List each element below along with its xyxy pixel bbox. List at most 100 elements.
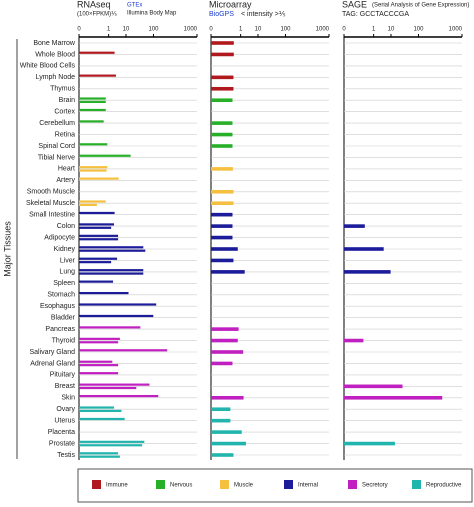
bar — [79, 417, 125, 421]
category-label: Bone Marrow — [33, 40, 76, 47]
bar — [79, 108, 106, 112]
bar — [79, 238, 119, 241]
bar — [79, 406, 115, 409]
bar — [79, 272, 144, 275]
bar — [211, 350, 244, 354]
bar — [79, 234, 119, 237]
bar — [211, 407, 231, 412]
category-label: Retina — [55, 131, 75, 138]
bar — [344, 395, 443, 400]
bar — [79, 257, 118, 260]
bar — [211, 52, 234, 57]
x-tick-label: 0 — [209, 27, 213, 33]
bar — [211, 338, 238, 343]
bar — [79, 100, 106, 104]
category-label: Heart — [58, 166, 75, 173]
category-label: Breast — [55, 383, 75, 390]
bar — [211, 224, 233, 228]
category-label: White Blood Cells — [20, 63, 76, 70]
bar — [211, 395, 244, 400]
x-tick-label: 100 — [148, 27, 159, 33]
category-label: Ovary — [56, 406, 75, 413]
category-label: Cortex — [54, 109, 75, 116]
legend-swatch — [156, 480, 165, 489]
category-label: Kidney — [54, 246, 76, 253]
bar — [79, 341, 119, 344]
bar — [211, 41, 234, 45]
category-label: Skeletal Muscle — [26, 200, 75, 207]
y-axis-label: Major Tissues — [2, 221, 12, 277]
bar — [79, 386, 137, 390]
bar — [79, 455, 120, 458]
bar — [79, 211, 115, 215]
bar — [211, 247, 238, 251]
bar — [211, 430, 242, 434]
legend-label: Nervous — [170, 483, 192, 489]
x-tick-label: 1 — [239, 27, 243, 33]
category-label: Pancreas — [45, 326, 75, 333]
bar — [79, 360, 113, 363]
category-label: Salivary Gland — [29, 349, 75, 356]
bar — [211, 132, 233, 137]
panel-title: SAGE — [342, 0, 367, 9]
bar — [79, 203, 97, 207]
bar — [79, 177, 119, 180]
bar — [211, 201, 234, 206]
panel-subtitle: (100×FPKM)⅕ — [77, 12, 117, 18]
bar — [79, 303, 157, 306]
category-label: Stomach — [47, 292, 75, 299]
category-label: Testis — [57, 452, 75, 459]
category-label: Small Intestine — [29, 212, 75, 219]
bar — [79, 291, 129, 295]
bar — [79, 280, 114, 283]
bar — [211, 258, 234, 263]
category-label: Smooth Muscle — [27, 189, 75, 196]
bar — [79, 154, 131, 157]
bar — [79, 120, 104, 123]
x-tick-label: 0 — [342, 27, 346, 33]
category-label: Thymus — [50, 86, 75, 93]
bar — [211, 453, 234, 457]
legend-swatch — [284, 480, 293, 489]
category-label: Esophagus — [40, 303, 76, 310]
category-label: Whole Blood — [35, 51, 75, 58]
x-tick-label: 100 — [280, 27, 291, 33]
legend-swatch — [92, 480, 101, 489]
bar — [344, 247, 384, 251]
category-label: Brain — [59, 97, 75, 104]
bar — [79, 223, 115, 226]
bar — [211, 270, 245, 274]
x-tick-label: 10 — [255, 27, 262, 33]
panel-title: Microarray — [209, 0, 252, 9]
legend-box — [77, 468, 473, 503]
bar — [79, 226, 112, 229]
bar — [79, 261, 112, 264]
bar — [79, 249, 146, 252]
x-tick-label: 1000 — [184, 27, 198, 33]
bar — [211, 121, 233, 125]
bar — [211, 441, 247, 446]
bar — [79, 383, 150, 386]
category-label: Prostate — [49, 440, 75, 447]
x-tick-label: 1 — [372, 27, 376, 33]
bar — [79, 394, 159, 398]
bar — [344, 441, 395, 446]
x-tick-label: 1 — [107, 27, 111, 33]
bar — [211, 212, 233, 217]
legend-swatch — [348, 480, 357, 489]
bar — [79, 364, 119, 367]
bar — [79, 372, 119, 375]
bar — [79, 409, 122, 413]
category-label: Tibial Nerve — [38, 154, 75, 161]
category-label: Adrenal Gland — [30, 360, 75, 367]
category-label: Spinal Cord — [38, 143, 75, 150]
category-label: Spleen — [53, 280, 75, 287]
bar — [211, 167, 233, 171]
category-label: Liver — [60, 257, 76, 264]
bar — [79, 246, 144, 249]
bar — [344, 270, 391, 274]
bar — [79, 74, 116, 77]
category-label: Pituitary — [50, 372, 76, 379]
bar — [79, 326, 141, 329]
